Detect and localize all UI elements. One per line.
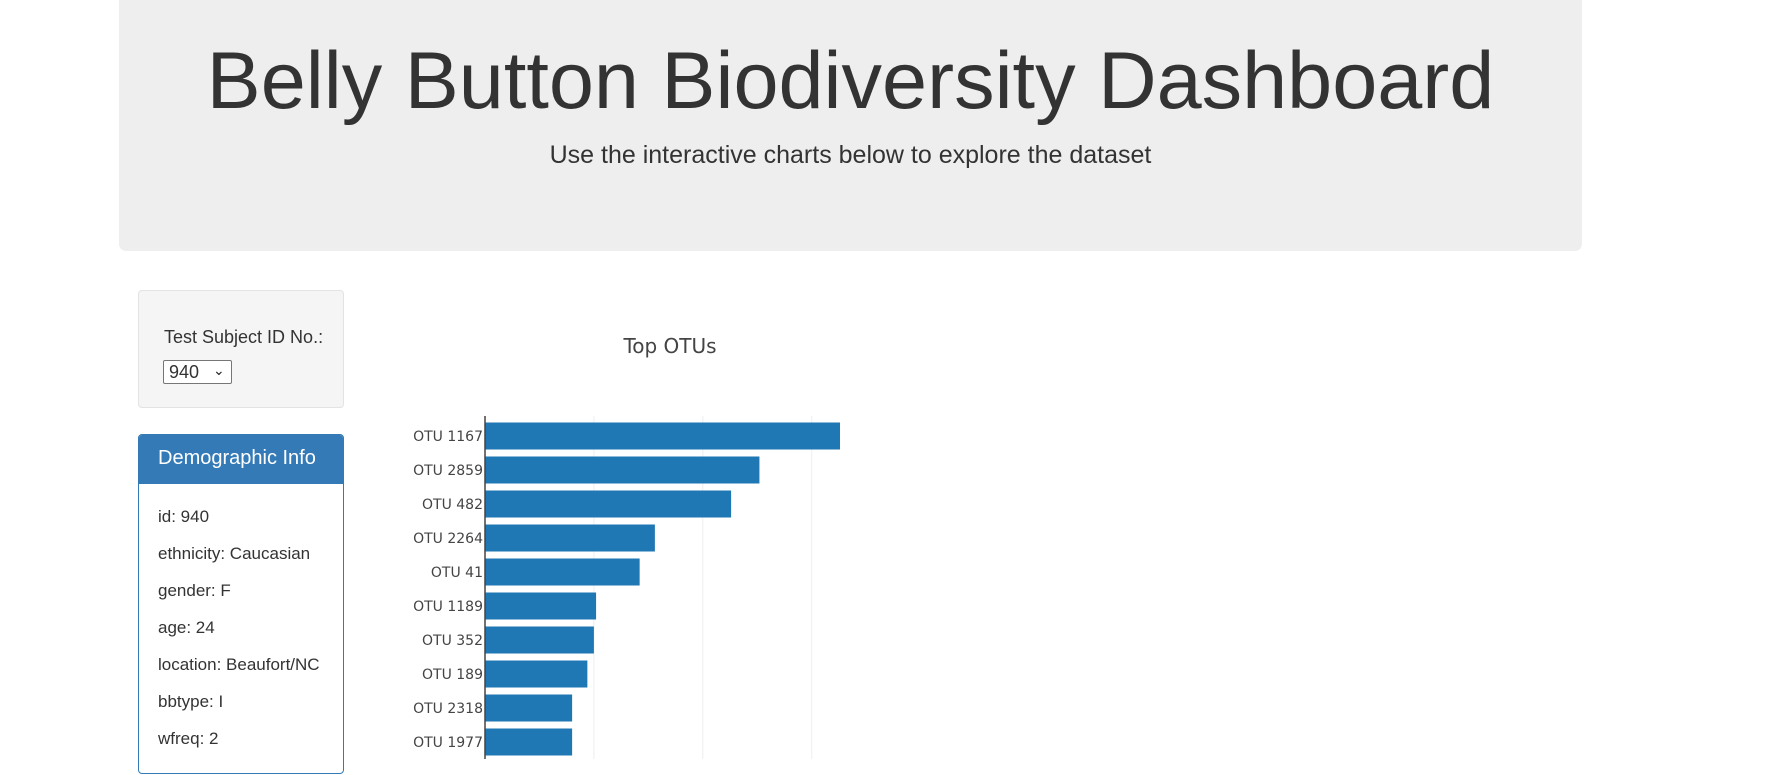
bar <box>485 626 594 654</box>
y-tick-label: OTU 482 <box>422 497 483 513</box>
page-title: Belly Button Biodiversity Dashboard <box>206 36 1495 126</box>
bar <box>485 456 760 484</box>
y-tick-label: OTU 352 <box>422 633 483 649</box>
demographic-item-wfreq: wfreq: 2 <box>158 729 219 748</box>
y-tick-label: OTU 41 <box>431 565 483 581</box>
bar <box>485 558 640 586</box>
demographic-item-location: location: Beaufort/NC <box>158 655 320 674</box>
demographic-item-id: id: 940 <box>158 507 210 526</box>
subject-selector-well: Test Subject ID No.: 940 ⌄ <box>138 290 344 408</box>
bar <box>485 660 588 688</box>
jumbotron-header: Belly Button Biodiversity Dashboard Use … <box>119 0 1582 251</box>
y-tick-label: OTU 2318 <box>413 701 483 717</box>
demographic-item-age: age: 24 <box>158 618 215 637</box>
page-subtitle: Use the interactive charts below to expl… <box>549 141 1152 169</box>
demographic-item-gender: gender: F <box>158 581 231 600</box>
subject-selector-label: Test Subject ID No.: <box>164 327 324 347</box>
bar <box>485 524 655 552</box>
bar <box>485 422 841 450</box>
demographic-item-ethnicity: ethnicity: Caucasian <box>158 544 311 563</box>
demographic-panel-body: id: 940 ethnicity: Caucasian gender: F a… <box>139 484 343 751</box>
y-tick-label: OTU 1977 <box>413 735 483 751</box>
demographic-panel: Demographic Info id: 940 ethnicity: Cauc… <box>138 434 344 774</box>
bar <box>485 490 732 518</box>
subject-id-select[interactable]: 940 <box>163 360 232 384</box>
chart-title: Top OTUs <box>622 334 716 358</box>
demographic-item-bbtype: bbtype: I <box>158 692 224 711</box>
y-tick-label: OTU 189 <box>422 667 483 683</box>
bar <box>485 694 573 722</box>
bar <box>485 728 573 756</box>
bar <box>485 592 597 620</box>
y-tick-label: OTU 2859 <box>413 463 483 479</box>
y-tick-label: OTU 2264 <box>413 531 483 547</box>
y-tick-label: OTU 1189 <box>413 599 483 615</box>
demographic-panel-heading: Demographic Info <box>139 435 343 484</box>
y-tick-label: OTU 1167 <box>413 429 483 445</box>
